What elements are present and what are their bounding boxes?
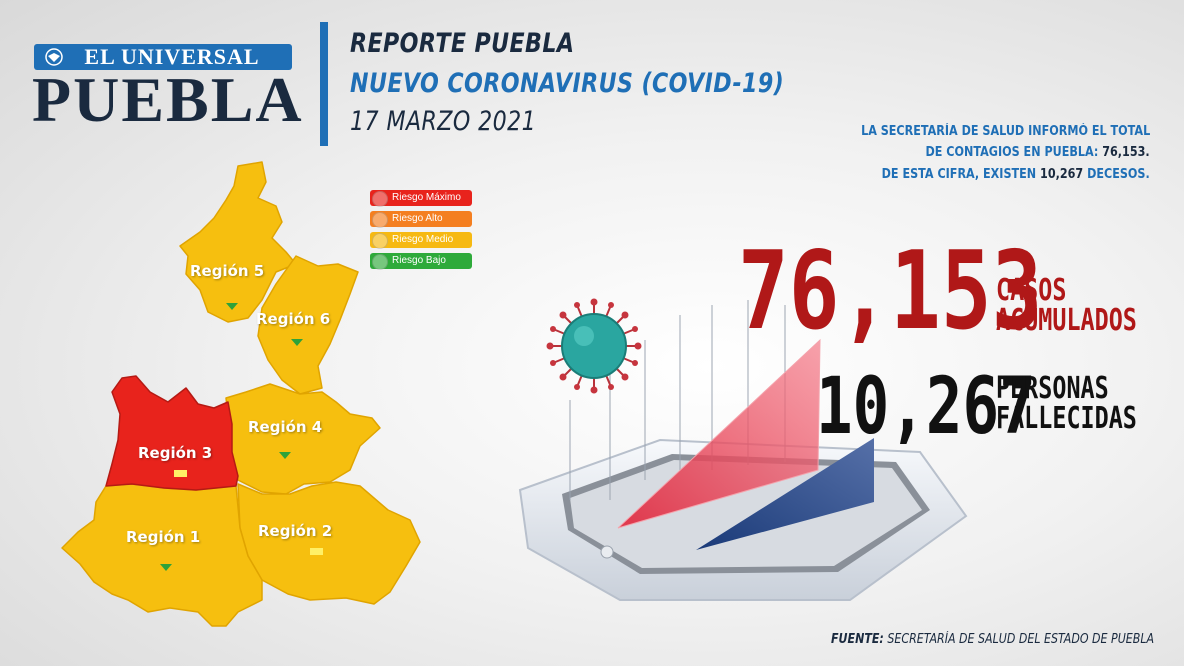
region-3-marker-icon (174, 470, 187, 477)
map-region-5 (179, 161, 297, 323)
deaths-value: 10,267 (816, 362, 1036, 452)
cases-label: CASOS ACUMULADOS (996, 273, 1137, 338)
map-region-3 (105, 375, 239, 491)
summary-deaths-value: 10,267 (1040, 167, 1084, 182)
region-1-label: Región 1 (126, 528, 201, 546)
logo-puebla-text: PUEBLA (32, 64, 304, 135)
map-region-4 (225, 383, 381, 495)
legend-item-maximo: Riesgo Máximo (370, 190, 472, 207)
report-date: 17 MARZO 2021 (350, 106, 537, 137)
legend-item-bajo: Riesgo Bajo (370, 253, 472, 270)
eagle-emblem-icon (45, 48, 63, 66)
legend-item-medio: Riesgo Medio (370, 232, 472, 249)
summary-line-3: DE ESTA CIFRA, EXISTEN 10,267 DECESOS. (881, 167, 1150, 182)
region-5-marker-icon (226, 303, 238, 310)
header-divider (320, 22, 328, 146)
tablet-home-button-icon (600, 545, 614, 559)
region-6-label: Región 6 (256, 310, 331, 328)
region-4-label: Región 4 (248, 418, 323, 436)
region-1-marker-icon (160, 564, 172, 571)
summary-cases-value: 76,153. (1102, 145, 1150, 160)
map-region-6 (257, 255, 359, 395)
legend-item-alto: Riesgo Alto (370, 211, 472, 228)
logo-top-text: EL UNIVERSAL (84, 44, 260, 69)
region-2-label: Región 2 (258, 522, 333, 540)
summary-line-2: DE CONTAGIOS EN PUEBLA: 76,153. (925, 145, 1150, 160)
source-note: FUENTE: SECRETARÍA DE SALUD DEL ESTADO D… (830, 632, 1154, 647)
summary-line-1: LA SECRETARÍA DE SALUD INFORMÓ EL TOTAL (860, 124, 1150, 139)
cases-chart-shape (617, 338, 821, 529)
coronavirus-icon (546, 298, 642, 394)
cases-value: 76,153 (738, 229, 1043, 354)
region-2-marker-icon (310, 548, 323, 555)
deaths-label: PERSONAS FALLECIDAS (996, 371, 1137, 436)
logo-banner: EL UNIVERSAL (34, 44, 292, 70)
report-title: REPORTE PUEBLA (350, 28, 575, 59)
region-6-marker-icon (291, 339, 303, 346)
region-4-marker-icon (279, 452, 291, 459)
region-3-label: Región 3 (138, 444, 213, 462)
deaths-chart-shape (696, 438, 874, 550)
region-5-label: Región 5 (190, 262, 265, 280)
report-subtitle: NUEVO CORONAVIRUS (COVID-19) (350, 68, 785, 99)
